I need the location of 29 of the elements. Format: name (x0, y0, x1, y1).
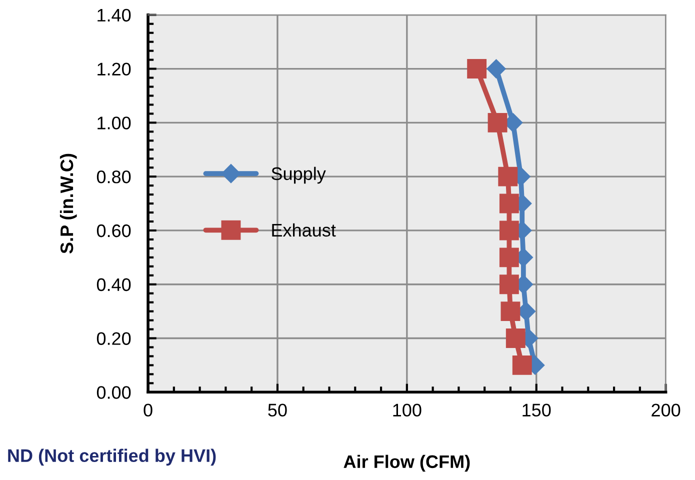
point (499, 274, 519, 294)
y-tick-label: 0.60 (96, 224, 131, 238)
y-tick-label: 1.40 (98, 8, 131, 22)
y-tick-label: 0.20 (96, 332, 131, 345)
x-tick-label: 50 (268, 404, 287, 417)
y-tick-label: 1.00 (98, 116, 131, 130)
x-tick-label: 150 (522, 404, 551, 417)
y-tick-label: 0.80 (96, 170, 131, 184)
legend-label: Exhaust (272, 223, 336, 237)
point (500, 302, 520, 322)
x-tick-label: 100 (393, 404, 422, 417)
y-tick-label: 0.40 (96, 278, 131, 292)
point (499, 220, 519, 240)
y-axis-title: S.P (in.W.C) (60, 154, 77, 254)
point (499, 248, 519, 268)
text: ND (Not certified by HVI) (8, 448, 216, 466)
point (499, 194, 519, 214)
point (488, 112, 508, 132)
x-tick-label: 200 (652, 404, 680, 417)
point (506, 328, 526, 348)
legend-label: Supply (272, 166, 326, 184)
x-axis-title: Air Flow (CFM) (344, 454, 470, 472)
y-tick-label: 1.20 (98, 62, 131, 76)
y-tick-label: 0.00 (96, 386, 131, 399)
x-tick-label: 0 (144, 404, 152, 417)
point (486, 59, 506, 78)
point (512, 355, 532, 375)
point (467, 59, 487, 78)
point (498, 166, 518, 186)
